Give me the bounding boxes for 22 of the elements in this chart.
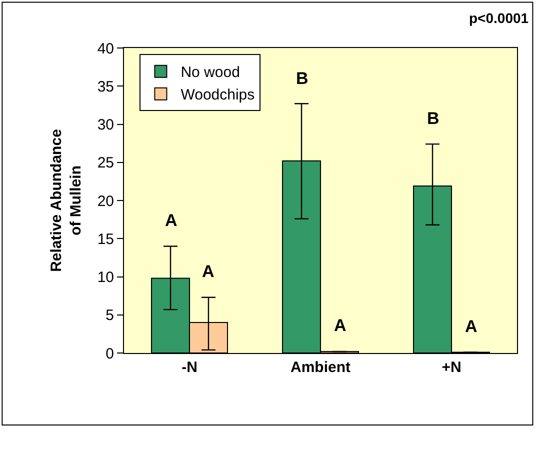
y-axis-title: Relative Abundance of Mullein: [48, 129, 85, 272]
annotation: A: [202, 262, 214, 281]
annotation: A: [165, 211, 178, 230]
legend-label: Woodchips: [180, 86, 255, 104]
annotation: B: [296, 69, 308, 88]
annotation: A: [334, 316, 346, 335]
y-tick-label: 5: [106, 307, 114, 324]
y-tick-label: 10: [97, 269, 114, 286]
x-tick-label: +N: [442, 359, 462, 376]
x-tick-label: Ambient: [290, 359, 351, 376]
legend-label: No wood: [180, 64, 240, 82]
y-tick-label: 40: [97, 40, 114, 58]
y-tick-label: 30: [97, 116, 114, 134]
y-tick-label: 20: [97, 192, 114, 210]
annotation: B: [427, 109, 440, 128]
annotation: A: [465, 317, 478, 336]
y-tick-label: 15: [97, 230, 114, 248]
y-tick-label: 0: [106, 345, 114, 362]
text: p<0.0001: [469, 10, 529, 26]
y-tick-label: 25: [97, 154, 114, 172]
x-tick-label: -N: [182, 359, 198, 376]
y-tick-label: 35: [97, 78, 114, 96]
